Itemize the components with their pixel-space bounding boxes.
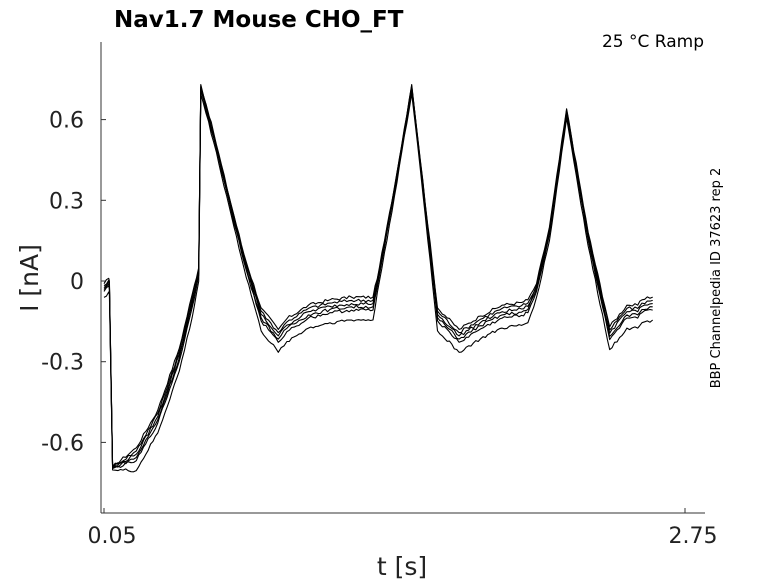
x-axis-label: t [s] — [377, 552, 427, 581]
current-trace — [103, 89, 653, 470]
x-tick-label: 2.75 — [669, 524, 718, 549]
channelpedia-id-label: BBP Channelpedia ID 37623 rep 2 — [709, 168, 724, 389]
x-tick-label: 0.05 — [88, 524, 137, 549]
y-tick-label: 0.3 — [49, 189, 84, 214]
traces — [103, 84, 654, 473]
y-tick-label: 0 — [70, 270, 84, 295]
y-axis-label: I [nA] — [15, 244, 44, 312]
condition-label: 25 °C Ramp — [602, 32, 704, 52]
current-trace — [103, 93, 654, 473]
y-tick-label: -0.6 — [41, 431, 84, 456]
y-tick-label: 0.6 — [49, 109, 84, 134]
y-tick-label: -0.3 — [41, 351, 84, 376]
axes: 0.6 0.3 0 -0.3 -0.6 0.05 2.75 — [41, 42, 717, 549]
chart-title: Nav1.7 Mouse CHO_FT — [114, 7, 404, 33]
